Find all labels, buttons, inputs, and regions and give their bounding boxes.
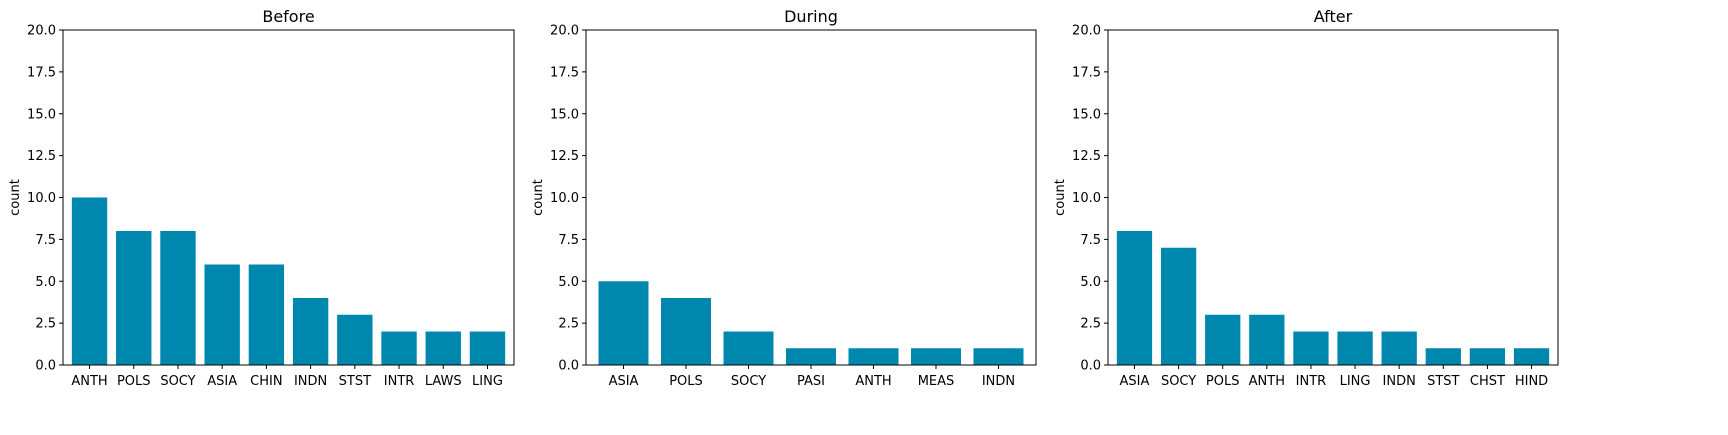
y-tick-label: 20.0 bbox=[27, 24, 56, 39]
bar-asia bbox=[1116, 231, 1153, 365]
x-tick-label: HIND bbox=[1515, 374, 1548, 389]
bar-hind bbox=[1513, 348, 1550, 365]
x-tick-label: INTR bbox=[384, 374, 415, 389]
y-tick-label: 2.5 bbox=[1080, 317, 1101, 332]
x-tick-label: STST bbox=[1427, 374, 1459, 389]
y-axis-label: count bbox=[1053, 179, 1068, 216]
x-tick-label: PASI bbox=[797, 374, 825, 389]
x-tick-label: CHST bbox=[1470, 374, 1505, 389]
bar-indn bbox=[292, 298, 329, 365]
bar-stst bbox=[1425, 348, 1461, 365]
y-tick-label: 17.5 bbox=[1072, 65, 1101, 80]
y-tick-label: 2.5 bbox=[558, 317, 579, 332]
bar-laws bbox=[425, 331, 461, 365]
x-tick-label: POLS bbox=[1206, 374, 1240, 389]
x-tick-label: LING bbox=[1340, 374, 1371, 389]
y-tick-label: 15.0 bbox=[27, 107, 56, 122]
y-tick-label: 5.0 bbox=[558, 275, 579, 290]
y-tick-label: 7.5 bbox=[35, 233, 56, 248]
y-tick-label: 7.5 bbox=[1080, 233, 1101, 248]
y-axis-label: count bbox=[531, 179, 546, 216]
y-tick-label: 10.0 bbox=[550, 191, 579, 206]
bar-intr bbox=[1293, 331, 1329, 365]
chart-title: Before bbox=[262, 7, 314, 26]
bar-pasi bbox=[786, 348, 836, 365]
bar-anth bbox=[71, 197, 108, 365]
bar-chst bbox=[1469, 348, 1506, 365]
y-tick-label: 0.0 bbox=[558, 359, 579, 374]
y-tick-label: 10.0 bbox=[27, 191, 56, 206]
bar-ling bbox=[469, 331, 506, 365]
plot-frame bbox=[585, 29, 1037, 366]
y-tick-label: 10.0 bbox=[1072, 191, 1101, 206]
x-tick-label: STST bbox=[339, 374, 371, 389]
chart-panel-during: 0.0 2.5 5.0 7.5 10.0 12.5 15.0 17.5 20.0 ASIA POLS… bbox=[531, 7, 1037, 389]
bar-anth bbox=[1249, 314, 1285, 365]
x-tick-label: ASIA bbox=[1120, 374, 1150, 389]
x-tick-label: SOCY bbox=[160, 374, 195, 389]
y-tick-label: 20.0 bbox=[1072, 24, 1101, 39]
x-tick-label: ANTH bbox=[855, 374, 891, 389]
chart-title: During bbox=[784, 7, 838, 26]
bar-stst bbox=[337, 314, 373, 365]
x-tick-label: ASIA bbox=[609, 374, 639, 389]
x-tick-label: LAWS bbox=[425, 374, 462, 389]
y-axis-label: count bbox=[8, 179, 23, 216]
bar-pols bbox=[116, 231, 152, 365]
bar-pols bbox=[661, 298, 711, 365]
x-tick-label: SOCY bbox=[1161, 374, 1196, 389]
y-tick-label: 12.5 bbox=[1072, 149, 1101, 164]
x-tick-label: LING bbox=[472, 374, 503, 389]
x-tick-label: POLS bbox=[117, 374, 151, 389]
y-tick-label: 0.0 bbox=[35, 359, 56, 374]
y-tick-label: 5.0 bbox=[35, 275, 56, 290]
bar-socy bbox=[723, 331, 774, 365]
chart-panel-after: 0.0 2.5 5.0 7.5 10.0 12.5 15.0 17.5 20.0 ASIA SOCY… bbox=[1053, 7, 1559, 389]
x-tick-label: MEAS bbox=[918, 374, 955, 389]
y-tick-label: 5.0 bbox=[1080, 275, 1101, 290]
x-tick-label: INDN bbox=[294, 374, 327, 389]
y-tick-label: 15.0 bbox=[550, 107, 579, 122]
chart-title: After bbox=[1314, 7, 1353, 26]
x-tick-label: ANTH bbox=[71, 374, 107, 389]
bar-intr bbox=[381, 331, 417, 365]
bar-asia bbox=[204, 264, 240, 365]
y-tick-label: 17.5 bbox=[550, 65, 579, 80]
x-tick-label: SOCY bbox=[731, 374, 766, 389]
x-tick-label: ASIA bbox=[207, 374, 237, 389]
y-tick-label: 7.5 bbox=[558, 233, 579, 248]
bar-pols bbox=[1205, 314, 1241, 365]
y-tick-label: 2.5 bbox=[35, 317, 56, 332]
x-tick-label: INDN bbox=[982, 374, 1015, 389]
y-tick-label: 0.0 bbox=[1080, 359, 1101, 374]
bar-ling bbox=[1337, 331, 1373, 365]
x-tick-label: POLS bbox=[669, 374, 703, 389]
x-tick-label: ANTH bbox=[1249, 374, 1285, 389]
bar-socy bbox=[160, 231, 196, 365]
bar-chin bbox=[248, 264, 285, 365]
bar-anth bbox=[848, 348, 899, 365]
y-tick-label: 15.0 bbox=[1072, 107, 1101, 122]
y-tick-label: 12.5 bbox=[550, 149, 579, 164]
chart-panel-before: 0.0 2.5 5.0 7.5 10.0 12.5 15.0 17.5 20.0 ANTH POLS… bbox=[8, 7, 515, 389]
x-tick-label: INDN bbox=[1383, 374, 1416, 389]
bar-indn bbox=[973, 348, 1024, 365]
y-tick-label: 12.5 bbox=[27, 149, 56, 164]
bar-indn bbox=[1381, 331, 1417, 365]
bar-socy bbox=[1160, 247, 1197, 365]
bar-asia bbox=[598, 281, 649, 365]
bar-meas bbox=[911, 348, 961, 365]
y-tick-label: 17.5 bbox=[27, 65, 56, 80]
y-tick-label: 20.0 bbox=[550, 24, 579, 39]
x-tick-label: CHIN bbox=[250, 374, 282, 389]
x-tick-label: INTR bbox=[1296, 374, 1327, 389]
